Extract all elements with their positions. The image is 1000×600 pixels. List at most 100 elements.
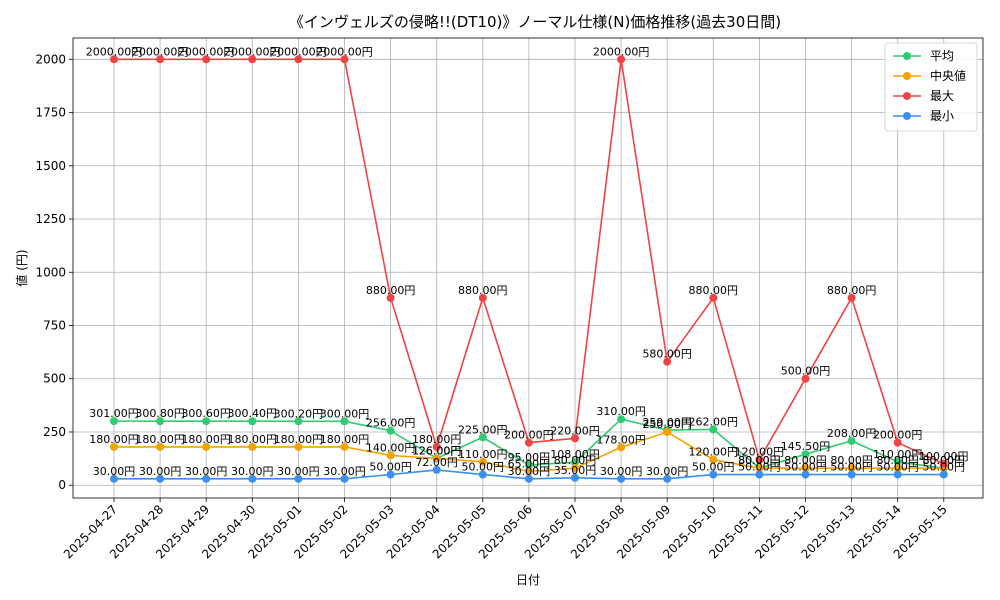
data-point <box>847 293 856 302</box>
data-point <box>432 465 441 474</box>
data-point <box>709 470 718 479</box>
data-point <box>110 55 118 64</box>
data-label: 220.00円 <box>550 424 600 437</box>
legend-label: 最小 <box>930 109 954 123</box>
plot-area-frame <box>72 37 984 499</box>
data-point <box>432 454 441 463</box>
data-label: 120.00円 <box>689 446 739 459</box>
data-label: 500.00円 <box>781 365 831 378</box>
chart-title: 《インヴェルズの侵略!!(DT10)》ノーマル仕様(N)価格推移(過去30日間) <box>289 13 781 31</box>
data-point <box>663 427 672 436</box>
data-label: 108.00円 <box>550 448 600 461</box>
data-label: 30.00円 <box>508 465 551 478</box>
data-point <box>248 417 257 426</box>
y-tick-label: 1500 <box>35 159 66 173</box>
data-label: 80.00円 <box>923 454 966 467</box>
data-point <box>663 474 672 483</box>
data-label: 95.00円 <box>508 451 551 464</box>
data-point <box>110 442 118 451</box>
data-point <box>893 464 902 473</box>
data-point <box>202 442 211 451</box>
data-point <box>478 293 487 302</box>
data-point <box>478 470 487 479</box>
data-point <box>663 357 672 366</box>
data-point <box>340 55 349 64</box>
data-label: 300.60円 <box>181 407 231 420</box>
data-label: 30.00円 <box>93 465 136 478</box>
data-point <box>847 464 856 473</box>
data-point <box>571 464 579 473</box>
data-point <box>202 474 211 483</box>
data-point <box>893 438 902 447</box>
data-label: 880.00円 <box>827 284 877 297</box>
data-point <box>156 417 165 426</box>
data-label: 180.00円 <box>89 433 139 446</box>
data-point <box>294 55 303 64</box>
data-label: 100.00円 <box>919 450 969 463</box>
data-point <box>617 55 626 64</box>
data-label: 30.00円 <box>185 465 228 478</box>
data-point <box>755 455 764 464</box>
data-point <box>294 442 303 451</box>
data-label: 110.00円 <box>458 448 508 461</box>
data-point <box>248 442 257 451</box>
y-tick-label: 2000 <box>35 52 66 66</box>
data-labels: 301.00円300.80円300.60円300.40円300.20円300.0… <box>86 45 969 478</box>
data-label: 178.00円 <box>596 433 646 446</box>
data-point <box>709 425 718 434</box>
data-point <box>110 474 118 483</box>
data-label: 126.00円 <box>412 444 462 457</box>
legend-box <box>884 42 978 132</box>
data-point <box>524 467 533 476</box>
data-label: 180.00円 <box>228 433 278 446</box>
y-tick-label: 1000 <box>35 265 66 279</box>
data-label: 310.00円 <box>596 405 646 418</box>
data-label: 880.00円 <box>458 284 508 297</box>
data-point <box>248 474 257 483</box>
data-label: 880.00円 <box>689 284 739 297</box>
data-point <box>755 464 764 473</box>
data-label: 80.00円 <box>738 454 781 467</box>
data-label: 72.00円 <box>415 456 458 469</box>
data-label: 35.00円 <box>554 464 597 477</box>
data-point <box>617 443 626 452</box>
data-label: 140.00円 <box>366 441 416 454</box>
data-point <box>709 455 718 464</box>
data-point <box>571 434 579 443</box>
data-point <box>571 473 579 482</box>
data-label: 208.00円 <box>827 427 877 440</box>
data-label: 300.80円 <box>135 407 185 420</box>
data-point <box>386 426 395 435</box>
data-label: 300.00円 <box>320 407 370 420</box>
series-group <box>110 55 948 483</box>
data-point <box>478 433 487 442</box>
data-label: 300.40円 <box>228 407 278 420</box>
data-label: 180.00円 <box>274 433 324 446</box>
data-point <box>617 474 626 483</box>
data-point <box>156 474 165 483</box>
data-label: 200.00円 <box>504 429 554 442</box>
data-point <box>248 55 257 64</box>
data-label: 110.00円 <box>873 448 923 461</box>
y-tick-label: 0 <box>58 478 66 492</box>
data-label: 300.20円 <box>274 407 324 420</box>
data-point <box>432 442 441 451</box>
data-label: 2000.00円 <box>178 45 235 58</box>
data-label: 80.00円 <box>876 454 919 467</box>
legend-label: 最大 <box>930 89 954 103</box>
data-label: 80.00円 <box>830 454 873 467</box>
y-tick-label: 1750 <box>35 106 66 120</box>
data-point <box>340 442 349 451</box>
data-point <box>893 470 902 479</box>
data-point <box>939 470 948 479</box>
data-label: 250.00円 <box>642 418 692 431</box>
data-label: 50.00円 <box>876 461 919 474</box>
y-tick-label: 750 <box>43 319 66 333</box>
data-label: 50.00円 <box>923 461 966 474</box>
data-point <box>156 55 165 64</box>
data-point <box>294 474 303 483</box>
data-point <box>571 458 579 467</box>
data-label: 50.00円 <box>830 461 873 474</box>
legend-marker <box>903 112 911 120</box>
data-label: 259.00円 <box>642 416 692 429</box>
